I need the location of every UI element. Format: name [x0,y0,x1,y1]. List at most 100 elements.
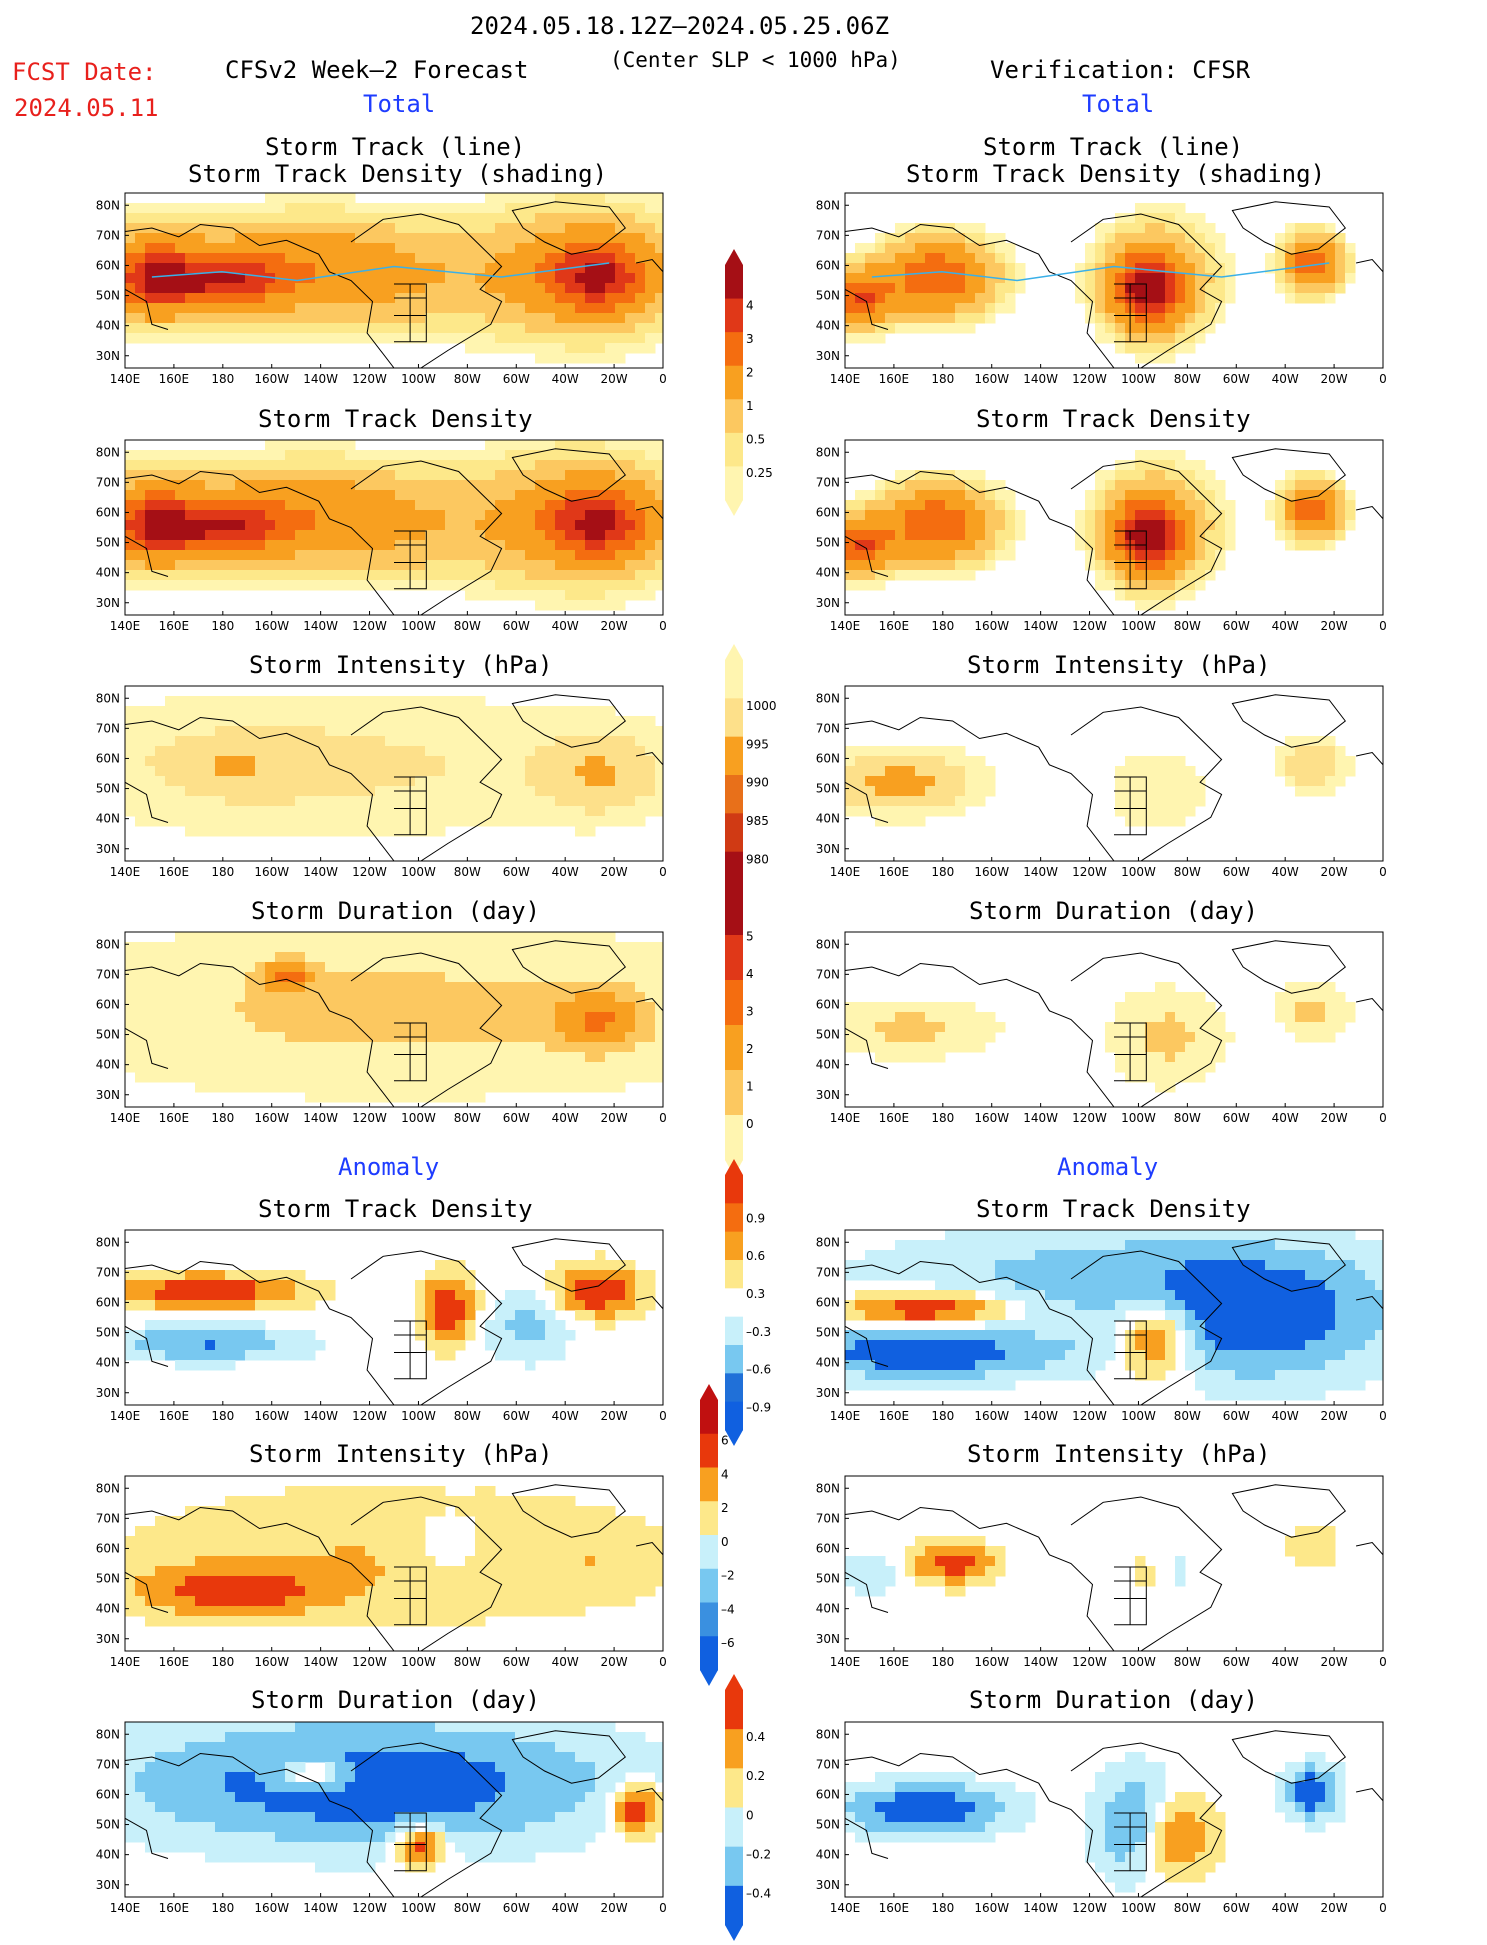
field-cell [845,500,856,511]
field-cell [635,1072,646,1083]
field-cell [265,972,276,983]
field-cell [655,942,666,953]
field-cell [175,1032,186,1043]
field-cell [375,323,386,334]
field-cell [415,942,426,953]
field-cell [335,736,346,747]
field-cell [315,333,326,344]
field-cell [915,806,926,817]
field-cell [465,550,476,561]
field-cell [1185,570,1196,581]
field-cell [895,550,906,561]
field-cell [365,816,376,827]
field-cell [215,1012,226,1023]
field-cell [535,590,546,601]
field-cell [455,806,466,817]
field-cell [355,313,366,324]
field-cell [905,816,916,827]
field-cell [205,313,216,324]
field-cell [1095,500,1106,511]
field-cell [225,223,236,234]
field-cell [555,1022,566,1033]
field-cell [155,333,166,344]
field-cell [485,500,496,511]
field-cell [1135,273,1146,284]
field-cell [335,293,346,304]
field-cell [525,580,536,591]
field-cell [335,460,346,471]
field-cell [125,716,136,727]
field-cell [235,1042,246,1053]
field-cell [1335,263,1346,274]
field-cell [1155,313,1166,324]
field-cell [365,273,376,284]
field-cell [485,303,496,314]
field-cell [635,726,646,737]
field-cell [545,786,556,797]
field-cell [575,1072,586,1083]
field-cell [325,213,336,224]
field-cell [215,796,226,807]
field-cell [295,323,306,334]
field-cell [995,253,1006,264]
field-cell [495,193,506,204]
field-cell [225,470,236,481]
field-cell [595,520,606,531]
field-cell [125,962,136,973]
field-cell [335,962,346,973]
field-cell [265,303,276,314]
field-cell [135,1280,146,1291]
slp-criterion: (Center SLP < 1000 hPa) [610,48,901,72]
field-cell [595,1022,606,1033]
field-cell [455,333,466,344]
field-cell [465,590,476,601]
field-cell [445,1092,456,1103]
field-cell [935,223,946,234]
field-cell [655,1032,666,1043]
field-cell [445,1032,456,1043]
field-cell [415,243,426,254]
field-cell [285,450,296,461]
field-cell [225,706,236,717]
field-cell [915,816,926,827]
field-cell [165,1002,176,1013]
field-cell [165,560,176,571]
field-cell [625,1290,636,1301]
field-cell [285,1022,296,1033]
field-cell [285,706,296,717]
field-cell [395,1022,406,1033]
field-cell [485,193,496,204]
field-cell [225,1290,236,1301]
field-cell [565,992,576,1003]
field-cell [485,480,496,491]
field-cell [555,1012,566,1023]
field-cell [145,333,156,344]
field-cell [345,992,356,1003]
field-cell [175,263,186,274]
field-cell [1285,273,1296,284]
field-cell [345,982,356,993]
lat-tick-label: 30N [816,1088,840,1102]
field-cell [165,942,176,953]
field-cell [385,766,396,777]
field-cell [525,796,536,807]
field-cell [545,766,556,777]
field-cell [895,283,906,294]
field-cell [215,450,226,461]
field-cell [495,766,506,777]
field-cell [1195,550,1206,561]
field-cell [575,1082,586,1093]
field-cell [875,1012,886,1023]
field-cell [495,706,506,717]
field-cell [295,1290,306,1301]
field-cell [995,1022,1006,1033]
field-cell [175,776,186,787]
field-cell [215,766,226,777]
field-cell [335,213,346,224]
field-cell [185,796,196,807]
field-cell [285,766,296,777]
field-cell [255,756,266,767]
field-cell [885,786,896,797]
field-cell [615,1290,626,1301]
field-cell [1175,460,1186,471]
